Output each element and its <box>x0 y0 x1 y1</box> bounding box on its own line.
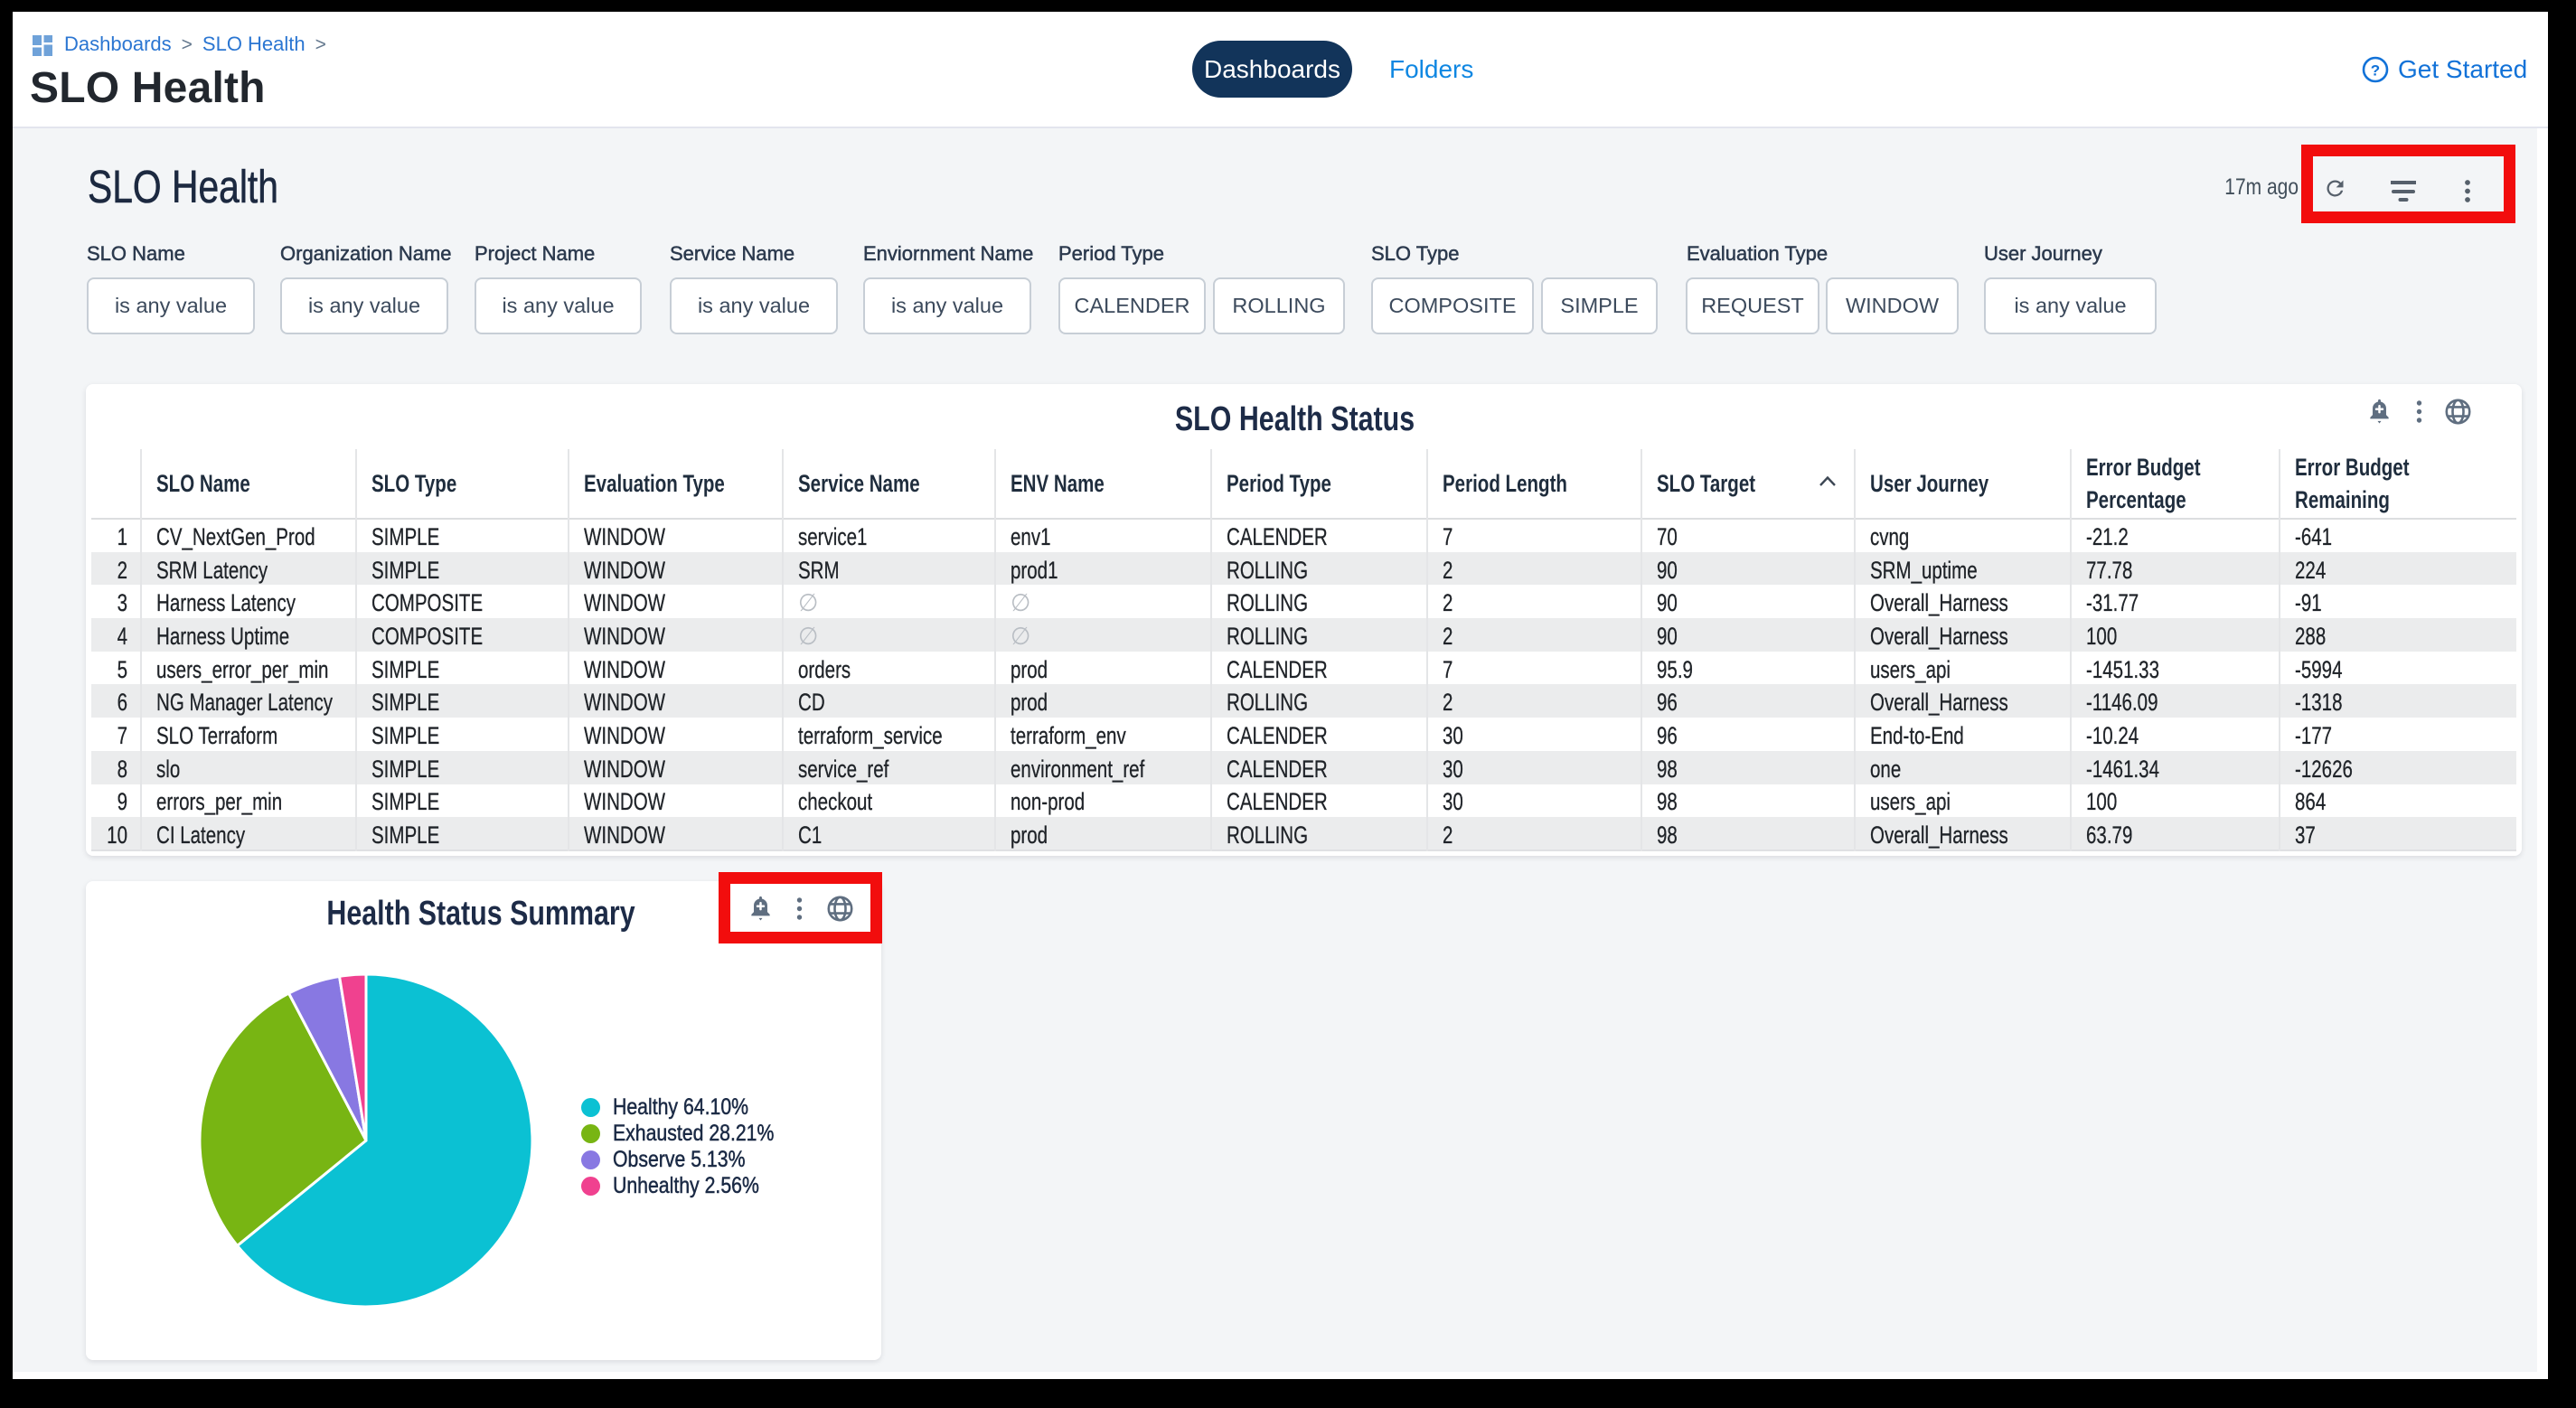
svg-text:?: ? <box>2371 61 2380 79</box>
